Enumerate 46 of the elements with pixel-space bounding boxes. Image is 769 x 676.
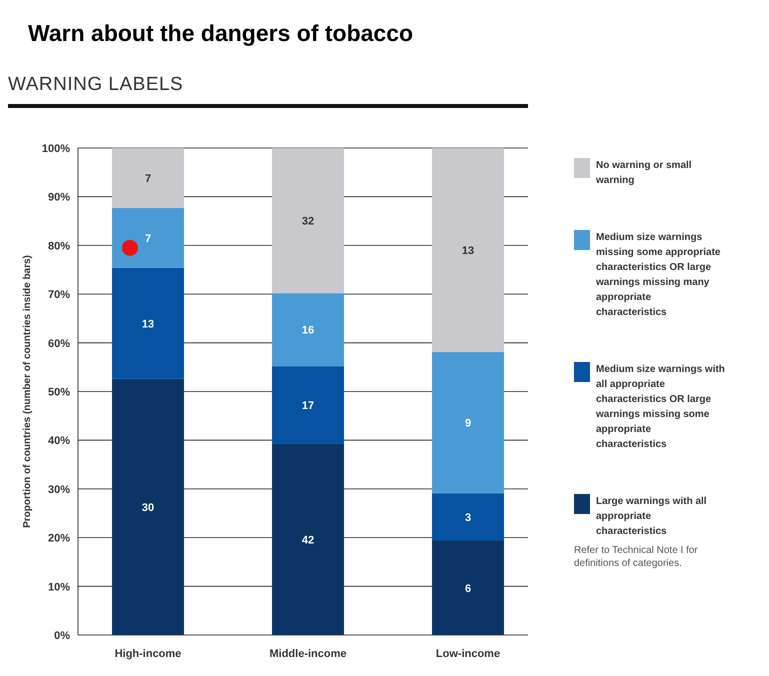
bar (112, 148, 184, 208)
x-tick-label: High-income (114, 648, 182, 660)
bar (432, 148, 504, 352)
annotation: 16 (302, 324, 314, 337)
y-tick-label: 30% (48, 484, 70, 496)
annotation: 17 (302, 400, 314, 412)
y-tick-label: 40% (48, 435, 70, 448)
annotation: 13 (462, 245, 474, 258)
annotation: 30 (142, 502, 154, 514)
annotation: 7 (144, 232, 152, 245)
y-tick-label: 90% (48, 192, 70, 204)
bar (432, 493, 504, 541)
bar (112, 268, 184, 379)
legend-label: Medium size warnings with all appropriate characteristics OR large warnings missing some appropriate characteristics (595, 364, 725, 450)
y-tick-label: 50% (48, 386, 70, 398)
y-tick-label: 80% (48, 240, 70, 252)
bar (272, 444, 344, 635)
legend-label: Large warnings with all appropriate characteristics (596, 496, 707, 537)
chart-title: Warn about the dangers of tobacco (28, 20, 414, 46)
text: Refer to Technical Note I for definitions of categories. (574, 545, 698, 569)
bar (272, 148, 344, 294)
y-tick-label: 20% (48, 532, 70, 545)
annotation: 13 (142, 318, 154, 330)
bar (272, 293, 344, 366)
bar (112, 378, 184, 635)
bar (272, 366, 344, 444)
legend-label: No warning or small warning (595, 160, 692, 186)
annotation: 3 (464, 512, 472, 524)
annotation: 42 (302, 534, 314, 546)
annotation: 6 (464, 582, 472, 595)
legend-label: Medium size warnings missing some appropriate characteristics OR large warnings missing many appropriate characteristics (595, 232, 721, 318)
chart-subtitle: WARNING LABELS (8, 74, 184, 95)
annotation: 32 (302, 216, 314, 228)
bar (112, 208, 184, 268)
x-tick-label: Middle-income (269, 648, 347, 660)
y-tick-label: 70% (48, 289, 70, 302)
annotation: 7 (144, 172, 152, 185)
y-axis-title: Proportion of countries (number of countries inside bars) (22, 255, 33, 528)
y-tick-label: 0% (54, 630, 70, 642)
y-tick-label: 100% (42, 143, 70, 155)
bar (432, 540, 504, 635)
y-tick-label: 10% (48, 581, 70, 594)
y-tick-label: 60% (48, 338, 70, 350)
x-tick-label: Low-income (436, 648, 500, 660)
annotation: 9 (464, 418, 472, 430)
bar (432, 352, 504, 494)
